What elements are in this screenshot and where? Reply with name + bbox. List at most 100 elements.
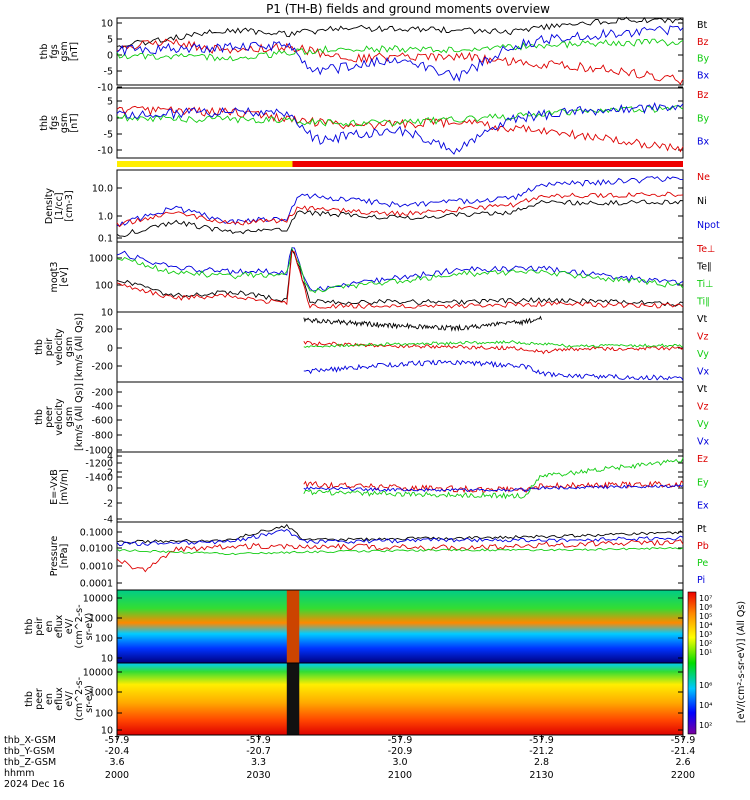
ylabel-peir-velocity: gsm [64,337,75,357]
xtick-label-x: -57.9 [671,735,696,746]
legend-temperature-Ti∥: Ti∥ [696,297,710,308]
ytick-label-peer-velocity: -600 [91,416,113,427]
ylabel-fgs-gsm: [nT] [69,42,80,61]
ylabel-fgs-gsm: gsm [59,41,70,61]
ytick-label-temperature: 10 [101,308,113,319]
ylabel-peer-eflux: eV/ [64,690,75,706]
trace-Te-par [116,248,684,307]
legend-peir-velocity-Vt: Vt [697,314,707,325]
trace-By [116,38,684,62]
ylabel-efield: E=-VxB [49,469,60,504]
xtick-label-time: 2130 [529,770,553,781]
ylabel-peer-velocity: [km/s (All Qs)] [74,383,85,451]
xtick-label-time: 2030 [246,770,270,781]
ylabel-efield: [mV/m] [59,469,70,505]
xtick-label-z: 2.6 [675,757,690,768]
ylabel-fgs-gsm: thb [39,44,50,60]
ylabel-fgs-gsm: fgs [49,44,60,58]
ylabel-density: [1/cc] [54,192,65,219]
trace-Npot [116,176,683,227]
trace-Bx [116,25,684,83]
ylabel-peir-velocity: [km/s (All Qs)] [74,313,85,381]
trace-Bz-2 [116,105,684,153]
ytick-label-efield: 4 [107,452,113,463]
xaxis-row-label: 2024 Dec 16 [4,779,65,790]
colorbar-tick: 10⁴ [699,701,712,710]
ytick-label-fgs-gsm-dsl: -10 [97,146,113,157]
legend-peer-velocity-Vy: Vy [697,419,709,430]
legend-pressure-Pt: Pt [697,524,707,535]
xtick-label-y: -20.9 [388,746,413,757]
legend-density-Npot: Npot [697,220,720,231]
trace-Ne [116,191,684,228]
ytick-label-pressure: 0.0001 [80,579,113,590]
xtick-label-z: 3.3 [251,757,266,768]
ytick-label-temperature: 1000 [89,254,113,265]
legend-density-Ni: Ni [697,196,707,207]
ytick-label-peir-eflux: 100 [95,634,113,645]
ytick-label-pressure: 0.0010 [80,562,113,573]
ylabel-peer-velocity: thb [34,409,45,425]
legend-fgs-gsm-Bx: Bx [697,70,710,81]
ylabel-peir-velocity: thb [34,339,45,355]
ytick-label-peir-eflux: 10 [101,654,113,665]
panel-frame-efield [116,451,684,523]
ylabel-peir-eflux: sr-eV) [84,613,95,641]
ylabel-peer-velocity: peer [44,406,55,428]
spectrogram-peir-eflux [117,590,683,663]
ylabel-peer-eflux: peer [34,688,45,710]
trace-Pi [116,528,684,547]
ylabel-peir-eflux: eV/ [64,618,75,634]
xtick-label-x: -57.9 [388,735,413,746]
xtick-label-x: -57.9 [529,735,554,746]
legend-efield-Ey: Ey [697,477,709,488]
legend-efield-Ex: Ex [697,501,709,512]
mode-bar-slow [292,161,683,167]
ylabel-peer-eflux: en [44,693,55,705]
panel-frame-peer-velocity [116,381,684,453]
trace-Ni [116,199,684,237]
ylabel-peer-eflux: thb [24,691,35,707]
ytick-label-fgs-gsm-dsl: -5 [104,130,113,141]
ytick-label-peer-velocity: -1400 [85,473,113,484]
trace-Pb [116,539,684,573]
trace-Bz [116,38,684,85]
legend-density-Ne: Ne [697,172,710,183]
ytick-label-temperature: 100 [95,281,113,292]
panel-frame-fgs-gsm [116,17,684,86]
ytick-label-density: 0.1 [98,234,113,245]
trace-Bx-2 [116,101,684,155]
ytick-label-fgs-gsm: -10 [97,83,113,94]
ylabel-peer-eflux: sr-eV) [84,685,95,713]
ytick-label-fgs-gsm-dsl: 5 [107,97,113,108]
ytick-label-efield: 2 [107,468,113,479]
trace-Ti [116,247,684,292]
data-gap-peer-eflux [286,663,300,735]
panel-frame-pressure [116,521,684,591]
xaxis-row-label: thb_X-GSM [4,735,56,746]
ylabel-peir-velocity: peir [44,338,55,357]
ylabel-density: Density [44,188,55,224]
ytick-label-fgs-gsm-dsl: 0 [107,114,113,125]
colorbar-tick: 10¹ [699,648,712,657]
ytick-label-efield: 0 [107,484,113,495]
ytick-label-peir-velocity: 200 [95,325,113,336]
ylabel-peer-velocity: velocity [54,398,65,436]
colorbar [687,591,697,735]
legend-pressure-Pi: Pi [697,575,705,586]
ytick-label-peer-velocity: -400 [91,402,113,413]
legend-pressure-Pe: Pe [697,558,708,569]
colorbar-tick: 10⁴ [699,621,712,630]
xtick-label-y: -20.7 [246,746,271,757]
ylabel-fgs-gsm-dsl: gsm [59,113,70,133]
xtick-label-z: 3.6 [109,757,124,768]
legend-temperature-Te⊥: Te⊥ [696,244,715,255]
colorbar-tick: 10² [699,639,712,648]
legend-peer-velocity-Vt: Vt [697,384,707,395]
colorbar-tick: 10⁵ [699,612,712,621]
colorbar-tick: 10⁷ [699,594,712,603]
colorbar-tick: 10³ [699,630,712,639]
xtick-label-time: 2000 [105,770,129,781]
